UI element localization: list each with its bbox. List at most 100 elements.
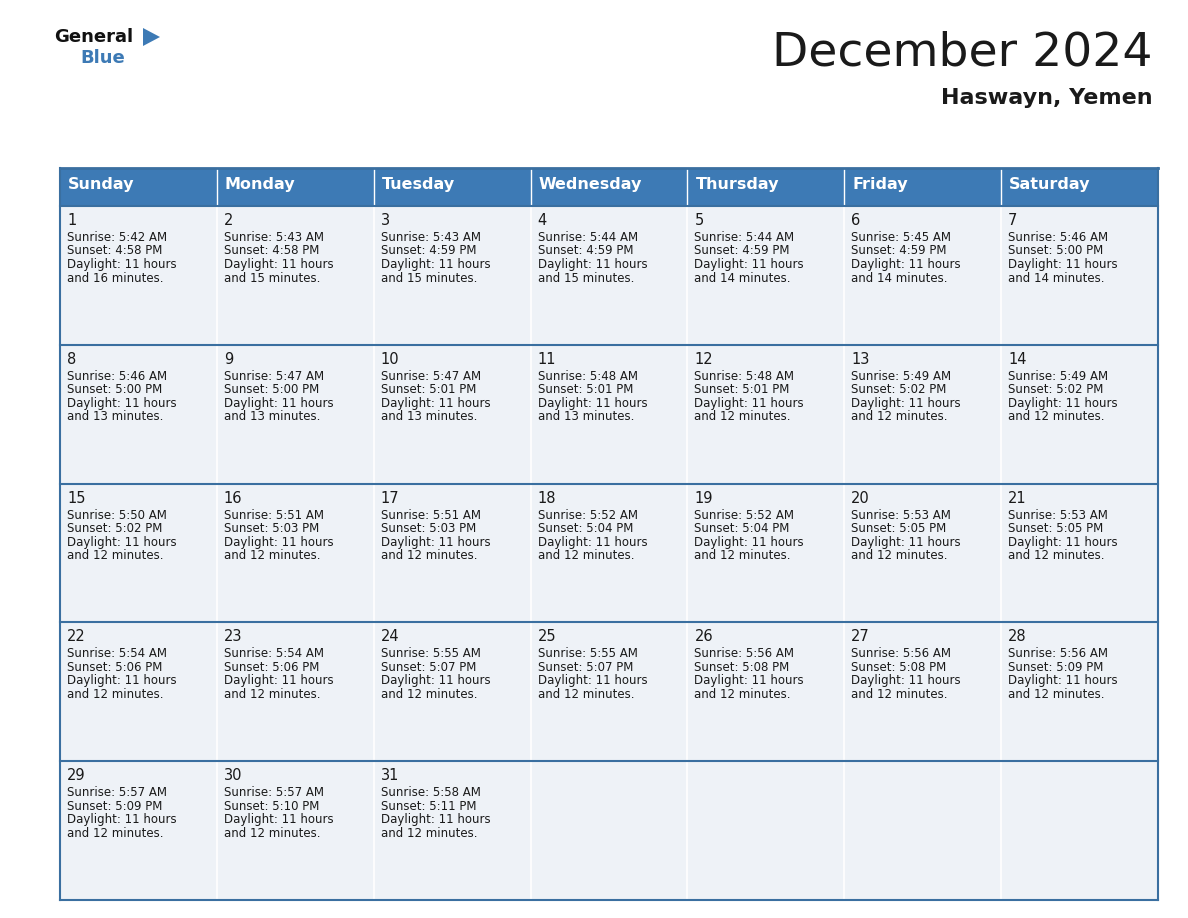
Text: Daylight: 11 hours: Daylight: 11 hours [538,535,647,549]
Text: 10: 10 [380,352,399,367]
Text: Daylight: 11 hours: Daylight: 11 hours [223,258,334,271]
Text: 7: 7 [1009,213,1017,228]
Bar [61,484,217,622]
Text: Sunrise: 5:58 AM: Sunrise: 5:58 AM [380,786,481,800]
Text: Sunrise: 5:54 AM: Sunrise: 5:54 AM [67,647,168,660]
Text: Sunrise: 5:51 AM: Sunrise: 5:51 AM [223,509,324,521]
Text: Sunrise: 5:46 AM: Sunrise: 5:46 AM [1009,231,1108,244]
Text: 23: 23 [223,630,242,644]
Text: Daylight: 11 hours: Daylight: 11 hours [67,675,177,688]
Text: 17: 17 [380,490,399,506]
Text: Sunrise: 5:47 AM: Sunrise: 5:47 AM [223,370,324,383]
Bar [688,761,845,900]
Bar [61,168,217,206]
Text: and 12 minutes.: and 12 minutes. [223,549,321,562]
Text: Sunset: 5:02 PM: Sunset: 5:02 PM [852,384,947,397]
Text: Sunrise: 5:44 AM: Sunrise: 5:44 AM [695,231,795,244]
Bar [61,206,217,345]
Text: Sunset: 5:06 PM: Sunset: 5:06 PM [67,661,163,674]
Text: Sunrise: 5:43 AM: Sunrise: 5:43 AM [223,231,324,244]
Text: Sunset: 5:01 PM: Sunset: 5:01 PM [695,384,790,397]
Text: Daylight: 11 hours: Daylight: 11 hours [67,813,177,826]
Text: Sunset: 5:02 PM: Sunset: 5:02 PM [67,522,163,535]
Text: Sunrise: 5:50 AM: Sunrise: 5:50 AM [67,509,166,521]
Text: Sunrise: 5:52 AM: Sunrise: 5:52 AM [538,509,638,521]
Bar [217,168,374,206]
Text: Daylight: 11 hours: Daylight: 11 hours [1009,675,1118,688]
Text: Daylight: 11 hours: Daylight: 11 hours [223,535,334,549]
Text: 30: 30 [223,768,242,783]
Text: and 12 minutes.: and 12 minutes. [380,688,478,701]
Text: 15: 15 [67,490,86,506]
Text: 21: 21 [1009,490,1026,506]
Text: Sunset: 5:07 PM: Sunset: 5:07 PM [538,661,633,674]
Text: Wednesday: Wednesday [538,177,642,192]
Text: Daylight: 11 hours: Daylight: 11 hours [67,258,177,271]
Text: 8: 8 [67,352,76,367]
Text: Daylight: 11 hours: Daylight: 11 hours [695,675,804,688]
Text: Sunset: 5:08 PM: Sunset: 5:08 PM [695,661,790,674]
Text: 4: 4 [538,213,546,228]
Text: 12: 12 [695,352,713,367]
Text: and 12 minutes.: and 12 minutes. [67,688,164,701]
Text: Daylight: 11 hours: Daylight: 11 hours [67,535,177,549]
Text: Daylight: 11 hours: Daylight: 11 hours [538,258,647,271]
Text: Daylight: 11 hours: Daylight: 11 hours [852,258,961,271]
Text: and 12 minutes.: and 12 minutes. [695,688,791,701]
Text: 19: 19 [695,490,713,506]
Bar [217,761,374,900]
Text: Daylight: 11 hours: Daylight: 11 hours [380,535,491,549]
Text: 11: 11 [538,352,556,367]
Text: Sunrise: 5:52 AM: Sunrise: 5:52 AM [695,509,795,521]
Text: Sunset: 5:05 PM: Sunset: 5:05 PM [852,522,947,535]
Text: 29: 29 [67,768,86,783]
Text: Daylight: 11 hours: Daylight: 11 hours [223,675,334,688]
Text: Sunset: 5:02 PM: Sunset: 5:02 PM [1009,384,1104,397]
Text: Sunset: 5:06 PM: Sunset: 5:06 PM [223,661,320,674]
Text: Saturday: Saturday [1009,177,1091,192]
Text: and 12 minutes.: and 12 minutes. [852,410,948,423]
Text: Daylight: 11 hours: Daylight: 11 hours [538,397,647,409]
Text: Sunrise: 5:57 AM: Sunrise: 5:57 AM [223,786,324,800]
Bar [374,622,531,761]
Text: 14: 14 [1009,352,1026,367]
Bar [688,168,845,206]
Text: Sunrise: 5:45 AM: Sunrise: 5:45 AM [852,231,952,244]
Text: Blue: Blue [80,49,125,67]
Text: Sunset: 5:10 PM: Sunset: 5:10 PM [223,800,320,812]
Text: Daylight: 11 hours: Daylight: 11 hours [852,397,961,409]
Bar [531,206,688,345]
Text: Daylight: 11 hours: Daylight: 11 hours [380,675,491,688]
Text: Daylight: 11 hours: Daylight: 11 hours [1009,258,1118,271]
Text: Thursday: Thursday [695,177,779,192]
Bar [1001,761,1158,900]
Text: Sunset: 5:11 PM: Sunset: 5:11 PM [380,800,476,812]
Text: Sunset: 5:03 PM: Sunset: 5:03 PM [223,522,320,535]
Text: Daylight: 11 hours: Daylight: 11 hours [380,397,491,409]
Bar [217,622,374,761]
Text: Sunrise: 5:55 AM: Sunrise: 5:55 AM [380,647,481,660]
Text: and 12 minutes.: and 12 minutes. [852,549,948,562]
Bar [1001,168,1158,206]
Text: Sunset: 5:01 PM: Sunset: 5:01 PM [380,384,476,397]
Bar [374,168,531,206]
Bar [531,622,688,761]
Text: 20: 20 [852,490,870,506]
Text: Sunrise: 5:49 AM: Sunrise: 5:49 AM [852,370,952,383]
Text: and 12 minutes.: and 12 minutes. [67,827,164,840]
Text: and 12 minutes.: and 12 minutes. [1009,549,1105,562]
Text: Tuesday: Tuesday [381,177,455,192]
Text: and 13 minutes.: and 13 minutes. [538,410,634,423]
Text: Sunset: 5:01 PM: Sunset: 5:01 PM [538,384,633,397]
Text: Sunrise: 5:43 AM: Sunrise: 5:43 AM [380,231,481,244]
Bar [374,484,531,622]
Text: 1: 1 [67,213,76,228]
Text: 16: 16 [223,490,242,506]
Bar [61,761,217,900]
Bar [845,345,1001,484]
Text: and 12 minutes.: and 12 minutes. [223,827,321,840]
Text: Sunset: 5:09 PM: Sunset: 5:09 PM [67,800,163,812]
Text: Sunset: 4:58 PM: Sunset: 4:58 PM [67,244,163,258]
Bar [845,761,1001,900]
Text: and 12 minutes.: and 12 minutes. [1009,688,1105,701]
